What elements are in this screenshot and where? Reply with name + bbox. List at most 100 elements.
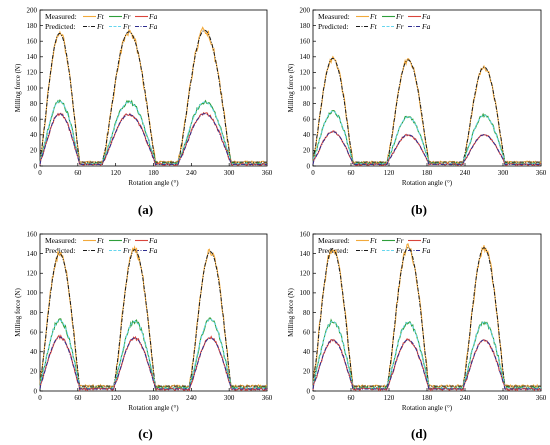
- y-tick-label: 180: [27, 22, 38, 30]
- legend-measured-fr-label: Fr: [395, 12, 404, 21]
- y-tick-label: 60: [303, 328, 311, 336]
- x-axis-label: Rotation angle (°): [402, 404, 453, 412]
- x-tick-label: 300: [224, 394, 235, 402]
- panel-label: (c): [138, 426, 152, 441]
- y-tick-label: 120: [300, 270, 311, 278]
- y-tick-label: 160: [27, 38, 38, 46]
- y-tick-label: 20: [303, 368, 311, 376]
- x-tick-label: 120: [384, 169, 395, 177]
- y-tick-label: 60: [30, 116, 38, 124]
- y-tick-label: 0: [307, 162, 311, 170]
- series-predicted-fr-line: [312, 320, 541, 389]
- y-tick-label: 80: [303, 309, 311, 317]
- legend-measured-fa-label: Fa: [148, 236, 158, 245]
- legend-measured-ft-label: Ft: [369, 236, 378, 245]
- y-tick-label: 160: [300, 230, 311, 238]
- legend-predicted-fa-label: Fa: [421, 22, 431, 31]
- x-tick-label: 180: [148, 394, 159, 402]
- series-predicted-fr-line: [312, 110, 541, 165]
- x-tick-label: 240: [186, 394, 197, 402]
- x-tick-label: 360: [262, 169, 273, 177]
- x-tick-label: 240: [186, 169, 197, 177]
- x-tick-label: 60: [74, 169, 82, 177]
- y-tick-label: 100: [300, 84, 311, 92]
- y-tick-label: 160: [300, 38, 311, 46]
- x-tick-label: 60: [74, 394, 82, 402]
- series-predicted-ft-line: [39, 249, 267, 387]
- legend-predicted-fr-label: Fr: [395, 22, 404, 31]
- legend-measured-fa-label: Fa: [421, 12, 431, 21]
- series-measured-fr-line: [39, 317, 268, 392]
- series-measured-fa-line: [312, 338, 542, 392]
- x-tick-label: 180: [422, 169, 433, 177]
- legend-measured-label: Measured:: [318, 236, 350, 245]
- series-predicted-fa-line: [39, 113, 267, 165]
- x-tick-label: 60: [348, 169, 356, 177]
- x-tick-label: 0: [38, 394, 42, 402]
- x-tick-label: 360: [536, 394, 547, 402]
- chart-panel-4: 0 20 40 60 80 100 120 140 160 0 60 120 180 240 300 360 R…: [287, 230, 547, 441]
- legend-predicted-label: Predicted:: [318, 22, 348, 31]
- y-tick-label: 60: [30, 328, 38, 336]
- y-tick-label: 140: [27, 53, 38, 61]
- y-tick-label: 200: [300, 6, 311, 14]
- legend-predicted-ft-label: Ft: [96, 246, 105, 255]
- y-tick-label: 160: [27, 230, 38, 238]
- x-tick-label: 240: [460, 394, 471, 402]
- y-tick-label: 200: [27, 6, 38, 14]
- y-tick-label: 140: [300, 53, 311, 61]
- series-predicted-ft-line: [312, 247, 541, 387]
- x-tick-label: 300: [224, 169, 235, 177]
- y-axis-label: Milling force (N): [287, 63, 295, 112]
- x-tick-label: 180: [422, 394, 433, 402]
- chart-panel-1: 0 20 40 60 80 100 120 140 160 180 200 0 60 120 180 240 3…: [14, 6, 273, 217]
- y-tick-label: 100: [300, 289, 311, 297]
- y-tick-label: 80: [303, 100, 311, 108]
- y-tick-label: 20: [303, 147, 311, 155]
- y-tick-label: 140: [27, 250, 38, 258]
- y-tick-label: 40: [303, 131, 311, 139]
- legend-predicted-fa-label: Fa: [148, 22, 158, 31]
- x-tick-label: 60: [348, 394, 356, 402]
- legend-measured-fa-label: Fa: [148, 12, 158, 21]
- chart-panel-2: 0 20 40 60 80 100 120 140 160 180 200 0 60 120 180 240 3…: [287, 6, 547, 217]
- y-tick-label: 20: [30, 147, 38, 155]
- panel-label: (d): [411, 426, 427, 441]
- y-tick-label: 120: [27, 69, 38, 77]
- legend-predicted-label: Predicted:: [45, 22, 75, 31]
- y-tick-label: 100: [27, 289, 38, 297]
- y-tick-label: 0: [307, 387, 311, 395]
- y-tick-label: 120: [27, 270, 38, 278]
- series-measured-fa-line: [39, 334, 268, 392]
- legend-predicted-ft-label: Ft: [369, 246, 378, 255]
- y-tick-label: 80: [30, 309, 38, 317]
- legend-predicted-fr-label: Fr: [395, 246, 404, 255]
- x-tick-label: 300: [498, 169, 509, 177]
- legend-measured-ft-label: Ft: [369, 12, 378, 21]
- legend-predicted-fa-label: Fa: [148, 246, 158, 255]
- legend-predicted-fa-label: Fa: [421, 246, 431, 255]
- y-tick-label: 0: [34, 387, 38, 395]
- y-tick-label: 140: [300, 250, 311, 258]
- y-axis-label: Milling force (N): [14, 63, 22, 112]
- x-tick-label: 0: [38, 169, 42, 177]
- legend-measured-fr-label: Fr: [122, 12, 131, 21]
- series-predicted-ft-line: [312, 57, 541, 163]
- series-predicted-fa-line: [312, 131, 541, 165]
- x-axis-label: Rotation angle (°): [402, 179, 453, 187]
- y-tick-label: 120: [300, 69, 311, 77]
- x-tick-label: 180: [148, 169, 159, 177]
- panel-label: (b): [411, 202, 427, 217]
- legend-measured-label: Measured:: [45, 12, 77, 21]
- x-tick-label: 360: [536, 169, 547, 177]
- y-tick-label: 40: [30, 348, 38, 356]
- legend-measured-fr-label: Fr: [122, 236, 131, 245]
- y-axis-label: Milling force (N): [287, 288, 295, 337]
- y-tick-label: 100: [27, 84, 38, 92]
- y-tick-label: 60: [303, 116, 311, 124]
- legend-predicted-ft-label: Ft: [369, 22, 378, 31]
- series-predicted-ft-line: [39, 29, 267, 163]
- legend-predicted-label: Predicted:: [45, 246, 75, 255]
- x-tick-label: 120: [110, 394, 121, 402]
